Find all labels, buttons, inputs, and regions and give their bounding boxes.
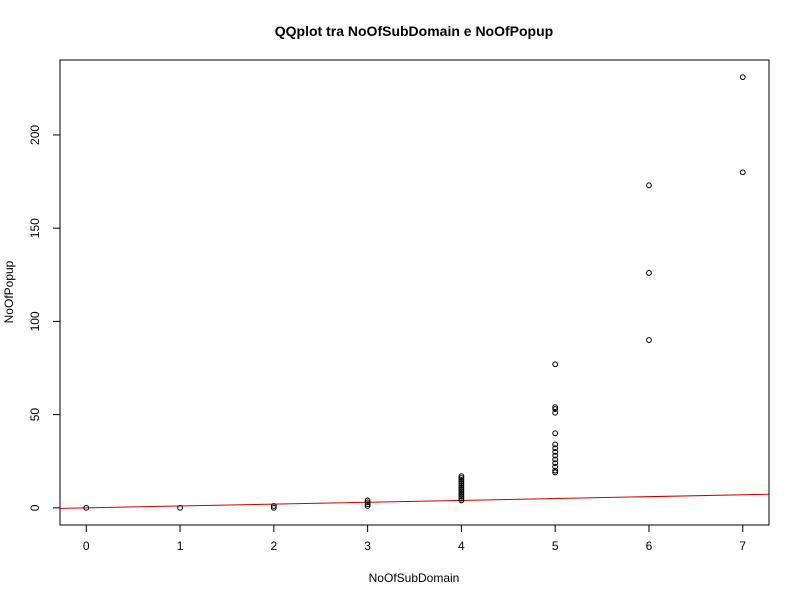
x-tick-label: 5 [552,539,559,553]
data-point [458,493,465,500]
data-point [552,361,559,368]
x-tick-label: 6 [646,539,653,553]
data-point [552,460,559,466]
data-point [552,409,559,416]
x-axis-label: NoOfSubDomain [369,571,460,585]
data-point [177,504,183,511]
data-point [552,469,559,476]
data-point [458,480,465,487]
data-point [552,463,559,470]
data-point [552,449,559,455]
data-point [552,441,559,448]
data-point [364,501,371,508]
data-point [739,74,746,81]
data-points [83,74,746,511]
data-point [458,478,465,485]
reference-line [59,493,770,509]
data-point [364,497,371,504]
data-point [646,182,652,189]
data-point [552,404,559,411]
data-point [458,490,465,496]
data-point [458,475,465,481]
data-point [270,504,277,511]
y-tick-label: 0 [28,504,42,511]
data-point [458,491,465,498]
data-point [458,473,465,480]
plot-frame [59,59,770,526]
data-point [458,497,465,504]
data-point [739,169,746,176]
data-point [552,406,559,412]
y-axis: 0 50 100 150 200 [28,125,61,511]
x-tick-label: 1 [177,539,184,553]
data-point [458,486,465,493]
data-point [458,488,465,494]
y-tick-label: 150 [28,218,42,238]
data-point [646,337,652,343]
x-tick-label: 4 [458,539,465,553]
x-tick-label: 3 [364,539,371,553]
y-tick-label: 200 [28,125,42,145]
data-point [552,430,559,437]
x-axis: 0 1 2 3 4 5 6 7 [83,524,746,553]
data-point [364,503,371,509]
data-point [552,452,559,459]
x-tick-label: 2 [270,539,277,553]
x-tick-label: 0 [83,539,90,553]
y-axis-label: NoOfPopup [2,260,16,323]
data-point [270,503,277,509]
data-point [458,482,465,489]
y-tick-label: 50 [28,408,42,422]
data-point [552,445,559,452]
data-point [552,467,559,474]
chart-title: QQplot tra NoOfSubDomain e NoOfPopup [275,23,553,39]
y-tick-label: 100 [28,311,42,331]
data-point [83,504,90,511]
data-point [646,270,652,276]
x-tick-label: 7 [739,539,746,553]
data-point [552,456,559,463]
data-point [364,499,371,506]
data-point [458,495,465,502]
data-point [458,484,465,491]
data-point [458,476,465,483]
